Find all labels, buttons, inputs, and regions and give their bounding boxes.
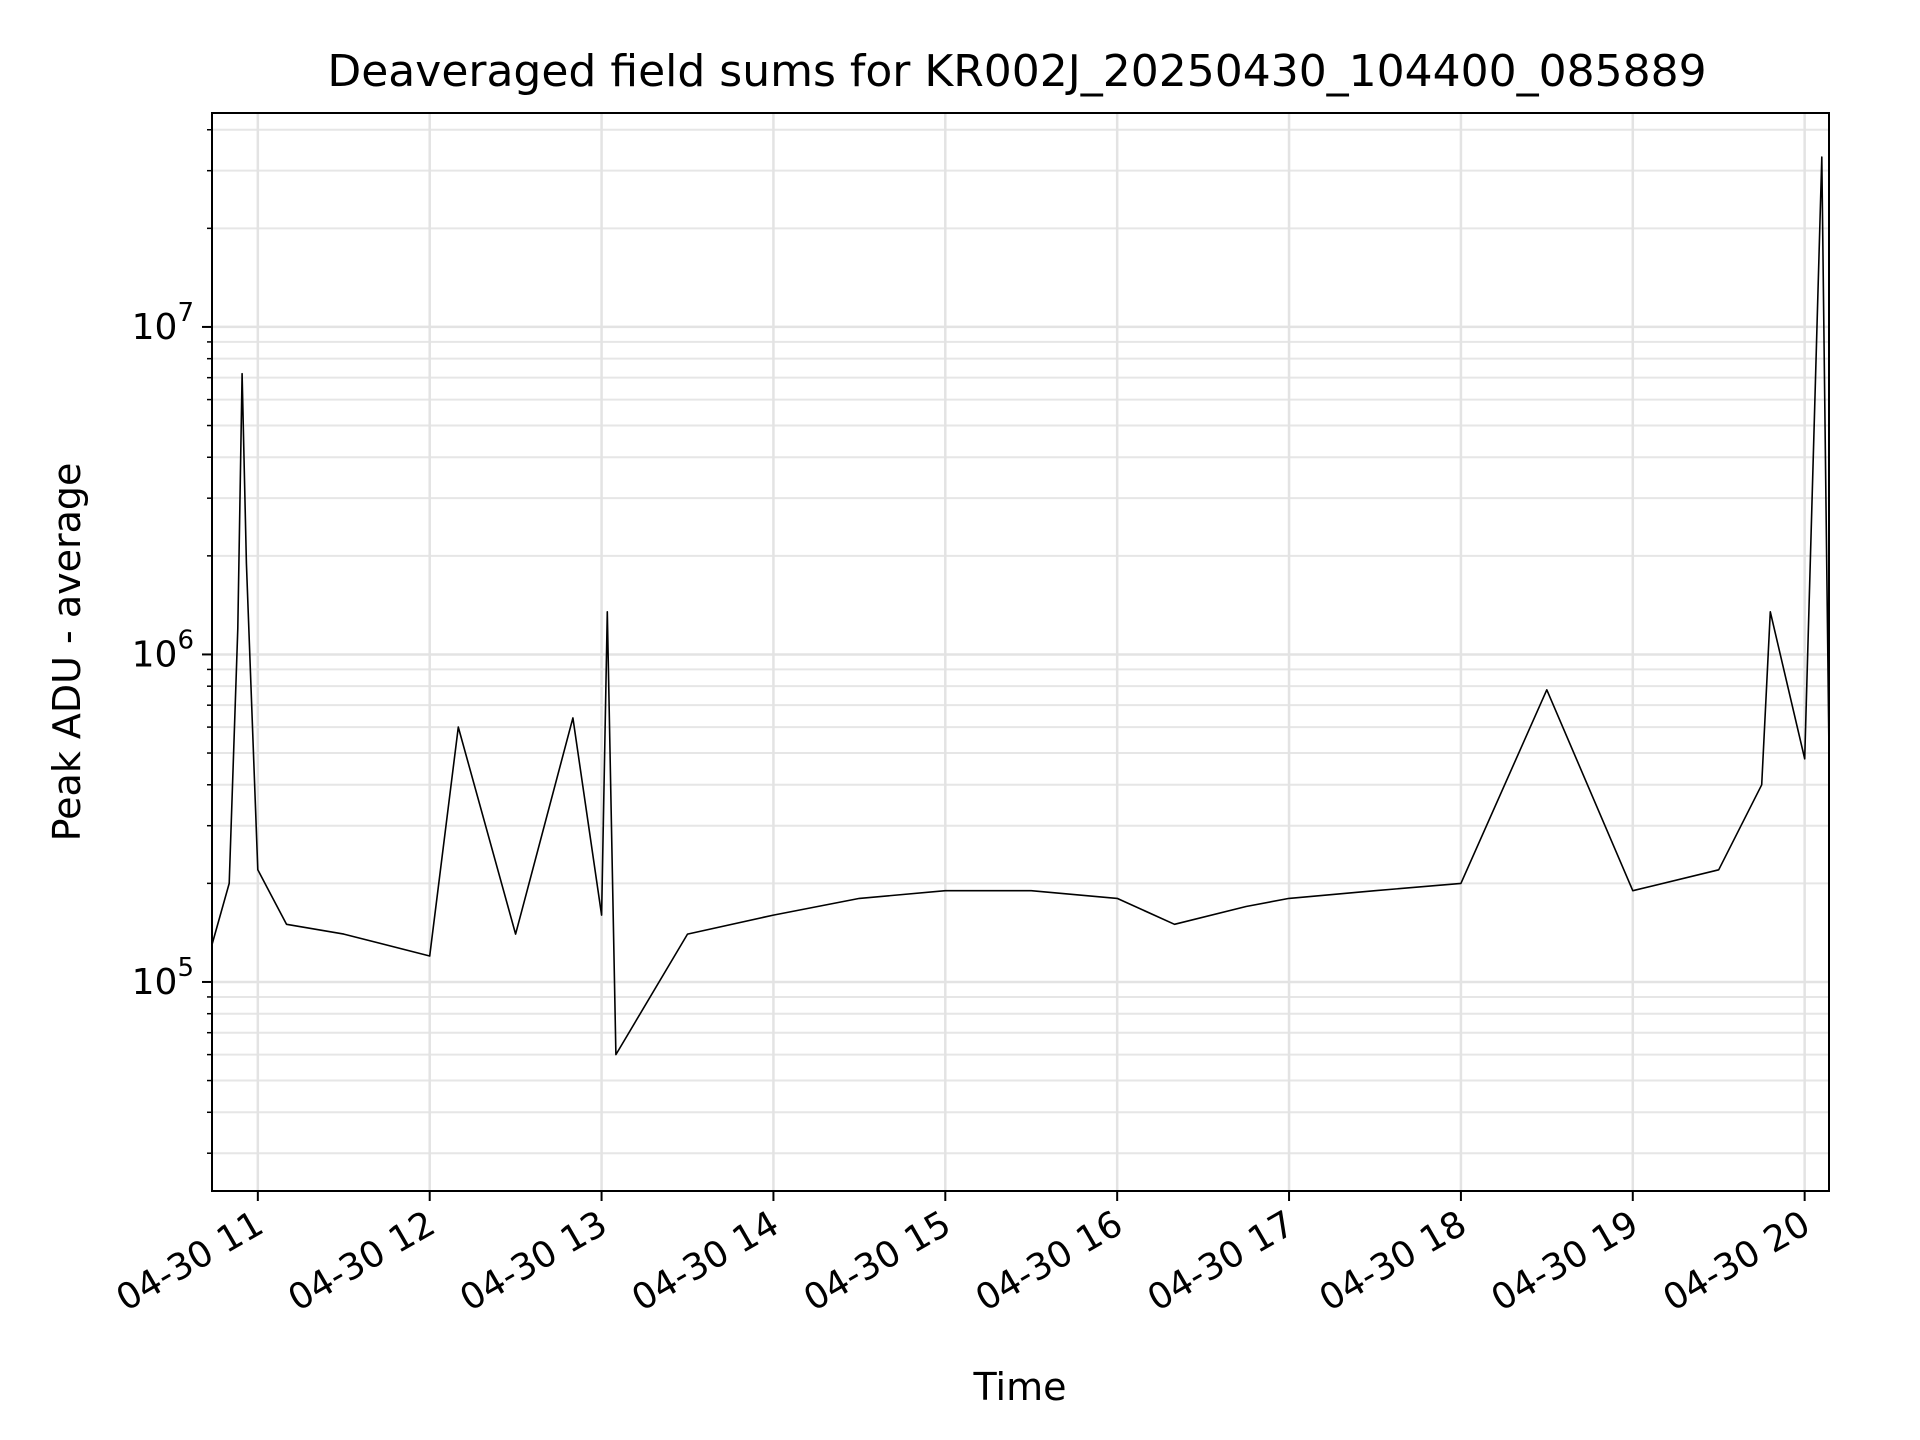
x-tick-label: 04-30 12 [282,1203,443,1319]
x-tick-label: 04-30 11 [110,1203,271,1319]
plot-frame [211,112,1830,1192]
x-tick-label: 04-30 19 [1485,1203,1646,1319]
x-tick-label: 04-30 16 [969,1203,1130,1319]
x-axis: 04-30 11 04-30 12 04-30 13 04-30 14 04-30 15… [110,1191,1817,1320]
series-group [211,156,1830,1056]
grid-major [212,113,1829,1191]
y-axis-label: Peak ADU - average [45,463,89,842]
x-tick-label: 04-30 20 [1656,1203,1817,1319]
chart-title: Deaveraged field sums for KR002J_2025043… [327,46,1706,97]
x-tick-label: 04-30 17 [1141,1203,1302,1319]
grid-minor [212,128,1829,1155]
x-tick-label: 04-30 18 [1313,1203,1474,1319]
x-axis-label: Time [973,1365,1067,1409]
x-tick-label: 04-30 13 [453,1203,614,1319]
y-tick-label: 106 [132,625,194,675]
y-tick-label: 107 [132,298,194,348]
x-tick-label: 04-30 15 [797,1203,958,1319]
series-line [211,156,1830,1056]
plot-area [212,113,1829,1191]
y-tick-label: 105 [132,953,194,1003]
x-tick-label: 04-30 14 [625,1203,786,1319]
y-axis: 105 106 107 [132,129,212,1154]
